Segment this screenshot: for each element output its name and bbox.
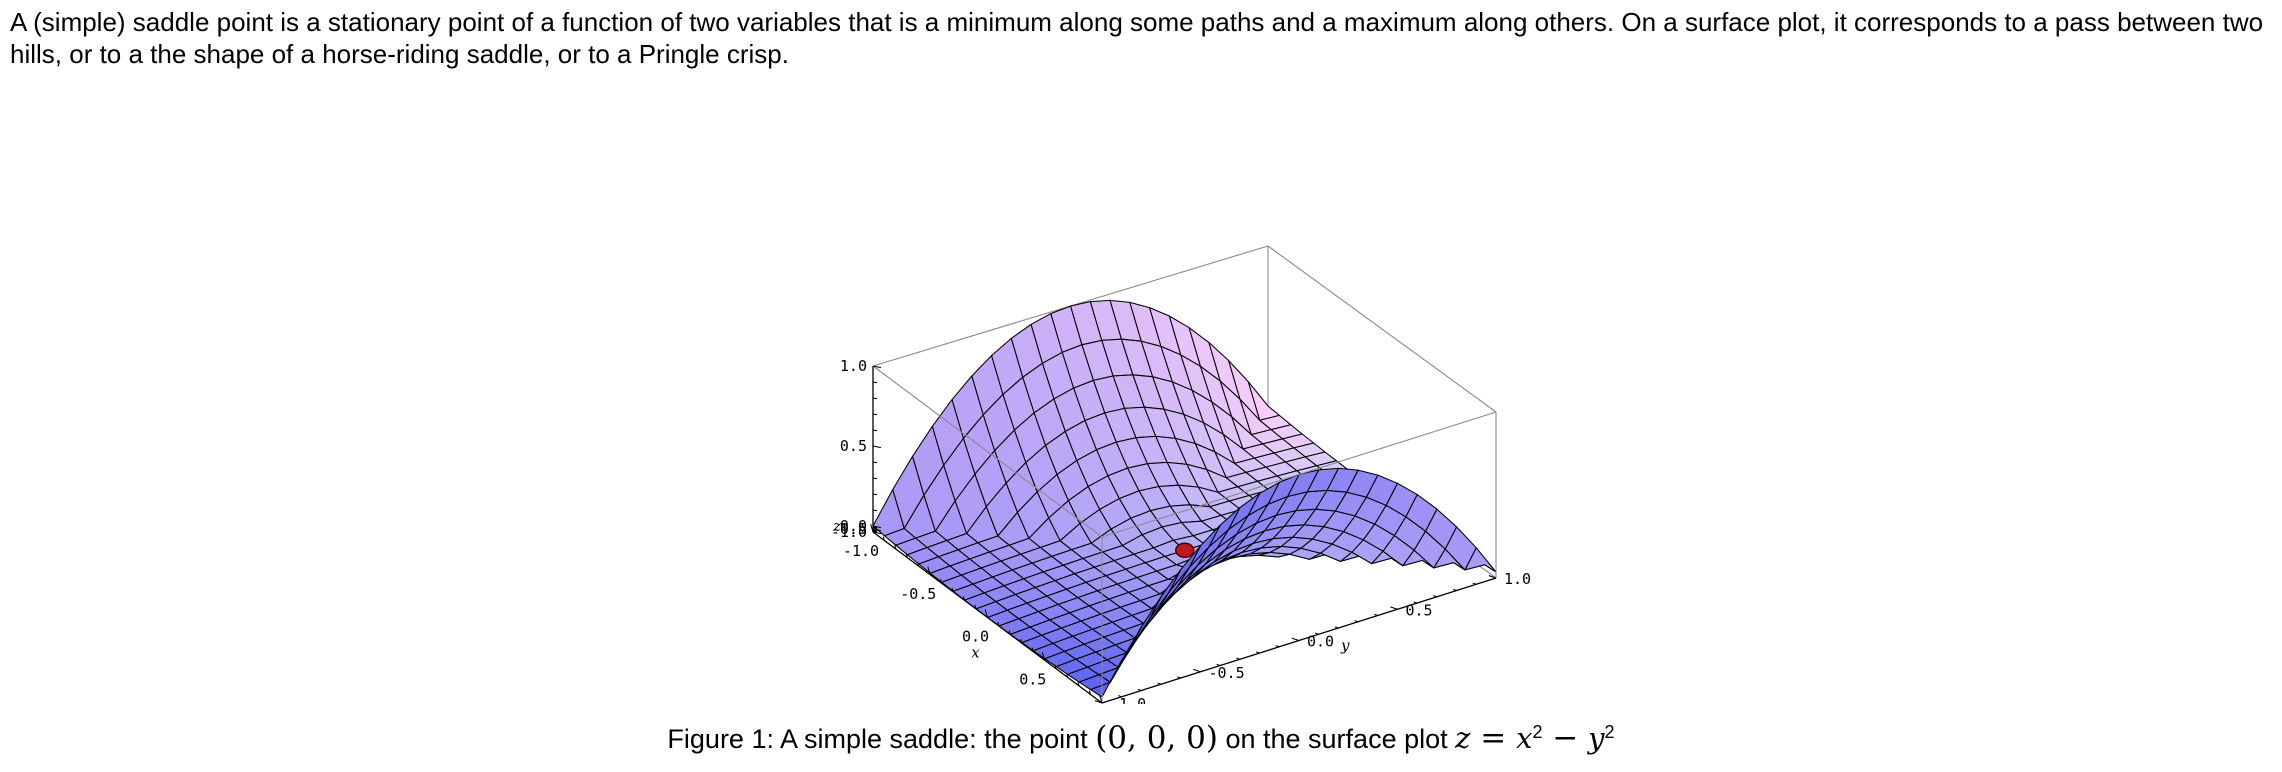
z-tick-label: 1.0 — [840, 357, 867, 375]
y-tick-label: 0.0 — [1307, 633, 1334, 651]
y-tick — [1256, 652, 1260, 653]
caption-middle: on the surface plot — [1218, 724, 1455, 754]
saddle-surface-plot: -1.0-0.50.00.51.0x-1.0-0.50.00.51.0y1.00… — [780, 84, 1560, 704]
figure-1: -1.0-0.50.00.51.0x-1.0-0.50.00.51.0y1.00… — [0, 84, 2282, 704]
y-tick — [1473, 583, 1477, 584]
z-axis-name: z — [832, 517, 841, 535]
y-tick — [1177, 677, 1181, 678]
saddle-point-dot — [1176, 543, 1194, 557]
y-tick — [1158, 683, 1162, 684]
y-tick — [1236, 658, 1240, 659]
z-tick — [873, 446, 881, 448]
caption-x: x — [1516, 721, 1532, 755]
y-tick — [1390, 607, 1397, 609]
saddle-point-marker — [1176, 543, 1194, 557]
y-tick — [1433, 596, 1437, 597]
box-edge — [1268, 246, 1496, 412]
figure-caption: Figure 1: A simple saddle: the point (0,… — [0, 712, 2282, 759]
y-tick-label: 0.5 — [1406, 601, 1433, 619]
x-tick-label: -0.5 — [900, 585, 936, 603]
y-tick — [1374, 614, 1378, 615]
caption-prefix: Figure 1: A simple saddle: the point — [667, 724, 1095, 754]
x-tick-label: 0.5 — [1019, 670, 1046, 688]
caption-minus: − — [1542, 720, 1588, 756]
x-tick-label: -1.0 — [843, 542, 879, 560]
caption-eq: = — [1470, 720, 1516, 756]
y-tick — [1292, 638, 1299, 640]
z-tick-label: 0.5 — [840, 437, 867, 455]
x-axis-name: x — [971, 644, 980, 662]
y-axis-name: y — [1340, 637, 1350, 655]
y-tick — [1453, 589, 1457, 590]
caption-point: (0, 0, 0) — [1095, 720, 1218, 756]
y-tick-label: -0.5 — [1209, 664, 1245, 682]
caption-z: z — [1455, 721, 1470, 755]
y-tick-label: -1.0 — [1110, 695, 1146, 704]
caption-y-exponent: 2 — [1605, 722, 1615, 742]
y-tick — [1335, 627, 1339, 628]
y-tick — [1138, 689, 1142, 690]
y-tick — [1355, 621, 1359, 622]
y-tick — [1193, 669, 1200, 671]
y-tick — [1276, 646, 1280, 647]
intro-paragraph: A (simple) saddle point is a stationary … — [10, 6, 2272, 70]
caption-y: y — [1588, 721, 1604, 755]
y-tick-label: 1.0 — [1504, 570, 1531, 588]
caption-x-exponent: 2 — [1532, 722, 1542, 742]
